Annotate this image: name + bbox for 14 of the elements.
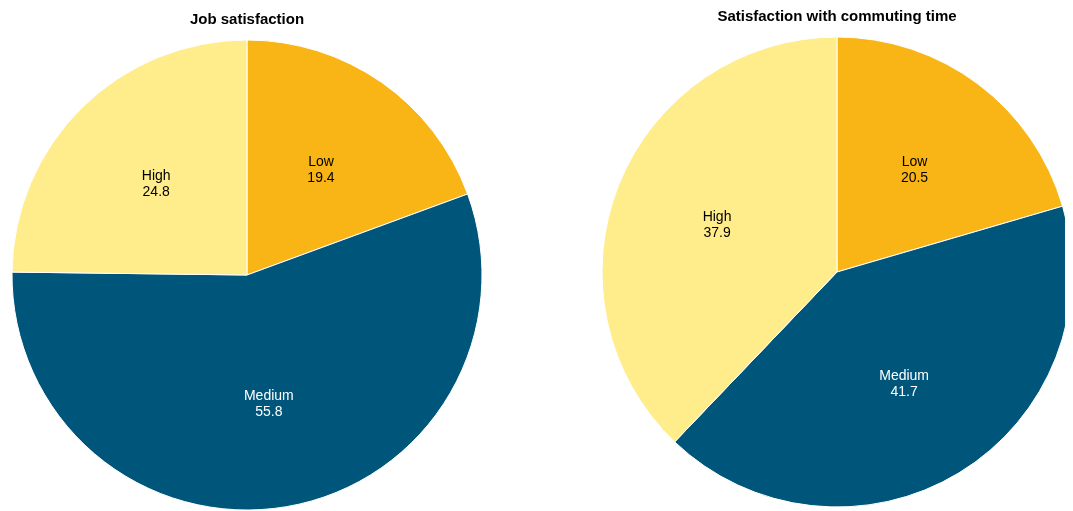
data-label: 55.8 <box>255 402 283 419</box>
slice-label: Low <box>308 153 335 170</box>
data-label: 19.4 <box>307 169 335 186</box>
slice-label: Low <box>901 152 929 169</box>
chart-title: Job satisfaction <box>189 10 305 27</box>
slice-label: High <box>702 208 732 225</box>
slice-label: Medium <box>879 366 930 383</box>
data-label: 41.7 <box>890 382 918 399</box>
slice-label: High <box>141 167 171 184</box>
data-label: 37.9 <box>703 224 731 241</box>
data-label: 24.8 <box>142 183 171 200</box>
chart-title: Satisfaction with commuting time <box>717 7 957 24</box>
data-label: 20.5 <box>900 168 929 185</box>
slice-label: Medium <box>243 386 294 403</box>
